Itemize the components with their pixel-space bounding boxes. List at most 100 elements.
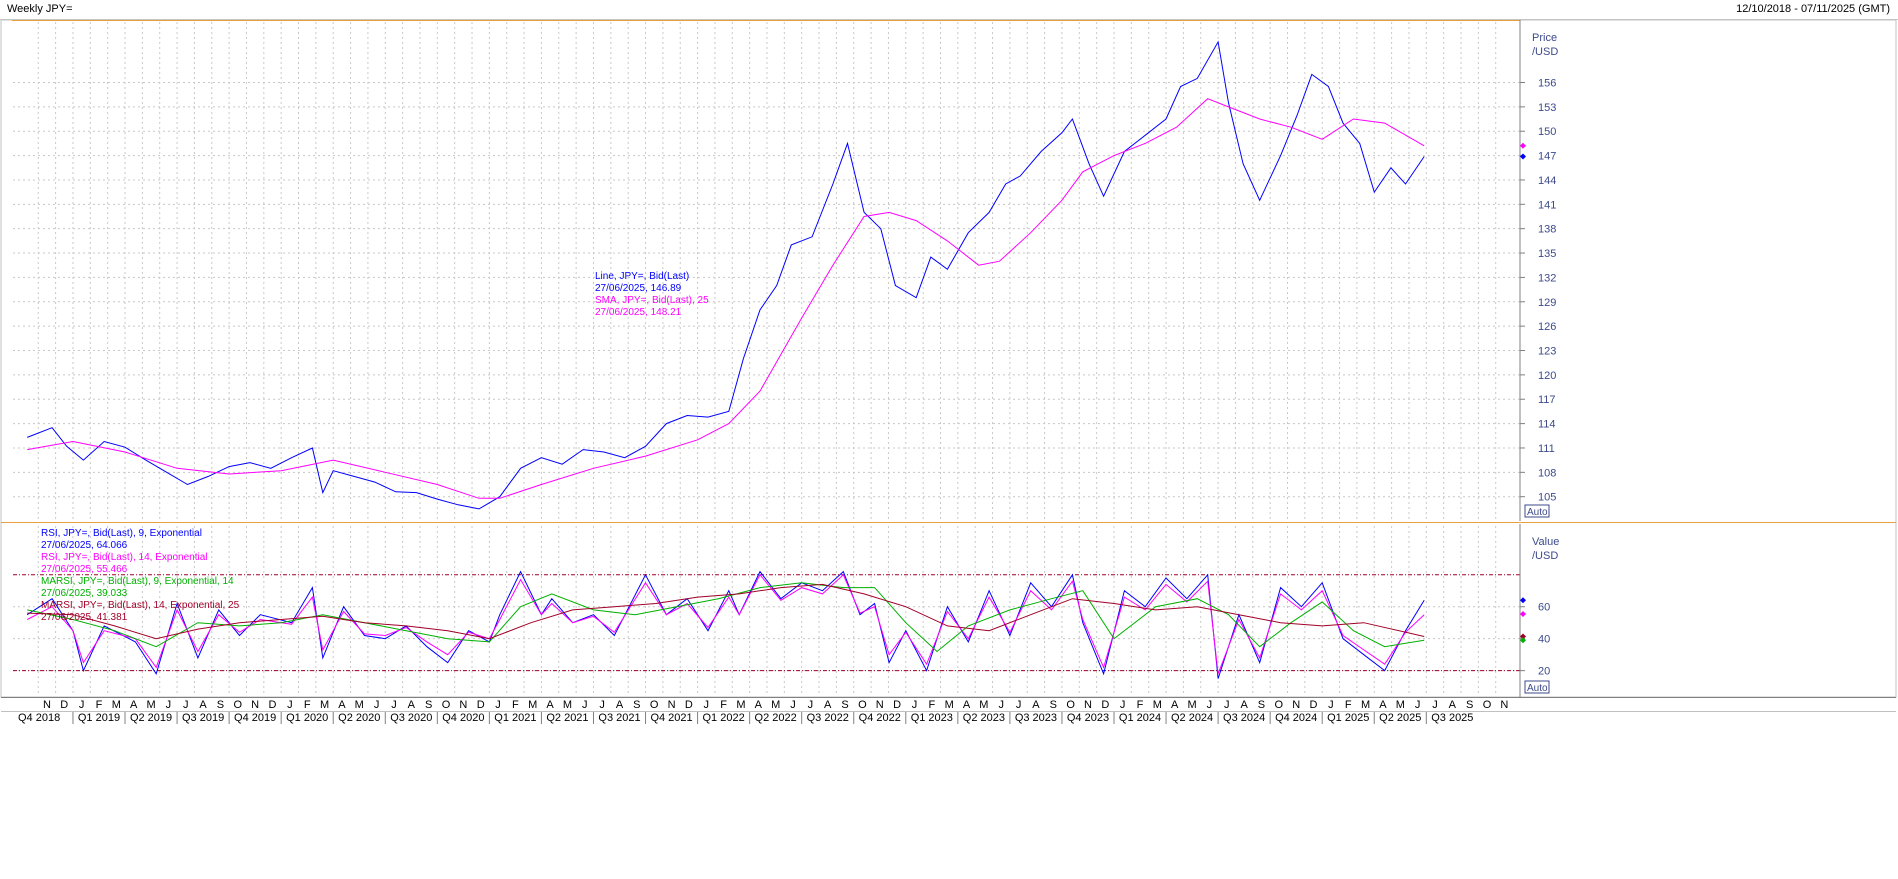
x-month-label: O xyxy=(234,699,243,711)
x-month-label: D xyxy=(60,699,68,711)
x-month-label: A xyxy=(130,699,138,711)
x-quarter-label: Q4 2018 xyxy=(18,712,60,724)
x-quarter-label: Q2 2021 xyxy=(546,712,588,724)
legend-entry: 27/06/2025, 55.466 xyxy=(41,564,128,575)
x-month-label: S xyxy=(633,699,640,711)
x-month-label: A xyxy=(755,699,763,711)
x-quarter-label: Q1 2025 xyxy=(1327,712,1369,724)
x-quarter-label: Q1 2020 xyxy=(286,712,328,724)
x-month-label: M xyxy=(563,699,572,711)
value-marker xyxy=(1520,597,1526,604)
x-month-label: M xyxy=(112,699,121,711)
x-month-label: J xyxy=(287,699,293,711)
x-month-label: N xyxy=(1292,699,1300,711)
x-month-label: N xyxy=(43,699,51,711)
x-month-label: S xyxy=(841,699,848,711)
x-month-label: D xyxy=(893,699,901,711)
x-quarter-label: Q3 2021 xyxy=(598,712,640,724)
x-month-label: M xyxy=(979,699,988,711)
x-month-label: M xyxy=(1187,699,1196,711)
y-tick-label: 126 xyxy=(1538,321,1556,333)
x-month-label: J xyxy=(374,699,380,711)
chart-frame xyxy=(0,19,1897,698)
x-month-label: S xyxy=(217,699,224,711)
x-month-label: O xyxy=(1066,699,1075,711)
y-tick-label: 123 xyxy=(1538,346,1556,358)
legend-entry: RSI, JPY=, Bid(Last), 9, Exponential xyxy=(41,528,202,539)
x-month-label: M xyxy=(1361,699,1370,711)
x-quarter-label: Q4 2020 xyxy=(442,712,484,724)
value-marker xyxy=(1520,637,1526,644)
x-month-label: F xyxy=(1137,699,1144,711)
y-axis-unit: /USD xyxy=(1532,550,1558,562)
legend-entry: 27/06/2025, 148.21 xyxy=(595,307,682,318)
y-tick-label: 117 xyxy=(1538,394,1556,406)
series-line-1-1 xyxy=(26,573,1425,674)
y-tick-label: 114 xyxy=(1538,419,1556,431)
x-month-label: A xyxy=(963,699,971,711)
x-month-label: O xyxy=(650,699,659,711)
x-month-label: A xyxy=(616,699,624,711)
x-quarter-label: Q1 2023 xyxy=(911,712,953,724)
value-marker xyxy=(1520,142,1526,149)
x-month-label: D xyxy=(269,699,277,711)
x-month-label: F xyxy=(928,699,935,711)
x-quarter-label: Q4 2024 xyxy=(1275,712,1317,724)
y-tick-label: 132 xyxy=(1538,272,1556,284)
x-month-label: S xyxy=(425,699,432,711)
y-tick-label: 60 xyxy=(1538,602,1550,614)
x-quarter-label: Q3 2020 xyxy=(390,712,432,724)
legend-entry: 27/06/2025, 64.066 xyxy=(41,540,128,551)
x-month-label: D xyxy=(477,699,485,711)
x-month-label: N xyxy=(459,699,467,711)
x-month-label: F xyxy=(512,699,519,711)
x-month-label: M xyxy=(1396,699,1405,711)
x-month-label: A xyxy=(338,699,346,711)
auto-button xyxy=(1524,680,1550,694)
x-month-label: A xyxy=(1240,699,1248,711)
x-month-label: N xyxy=(1084,699,1092,711)
x-quarter-label: Q3 2019 xyxy=(182,712,224,724)
y-tick-label: 135 xyxy=(1538,248,1556,260)
y-tick-label: 144 xyxy=(1538,175,1556,187)
x-month-label: J xyxy=(166,699,172,711)
series-line-0-0 xyxy=(27,40,1425,510)
x-quarter-label: Q4 2019 xyxy=(234,712,276,724)
x-month-label: A xyxy=(824,699,832,711)
x-month-label: D xyxy=(1310,699,1318,711)
x-month-label: J xyxy=(1432,699,1438,711)
x-month-label: O xyxy=(858,699,867,711)
x-month-label: A xyxy=(1379,699,1387,711)
y-tick-label: 108 xyxy=(1538,467,1556,479)
x-month-label: A xyxy=(546,699,554,711)
x-month-label: J xyxy=(1224,699,1230,711)
x-month-label: M xyxy=(320,699,329,711)
x-month-label: N xyxy=(1500,699,1508,711)
legend-entry: MARSI, JPY=, Bid(Last), 9, Exponential, … xyxy=(41,576,234,587)
x-quarter-label: Q4 2021 xyxy=(650,712,692,724)
x-month-label: M xyxy=(1153,699,1162,711)
x-month-label: J xyxy=(1328,699,1334,711)
x-quarter-label: Q2 2023 xyxy=(963,712,1005,724)
auto-button-label: Auto xyxy=(1527,683,1548,694)
x-month-label: J xyxy=(582,699,588,711)
x-month-label: J xyxy=(1016,699,1022,711)
x-month-label: S xyxy=(1258,699,1265,711)
x-quarter-label: Q2 2020 xyxy=(338,712,380,724)
x-month-label: J xyxy=(599,699,605,711)
x-month-label: M xyxy=(146,699,155,711)
x-month-label: J xyxy=(704,699,710,711)
legend-entry: 27/06/2025, 146.89 xyxy=(595,283,682,294)
series-line-1-0 xyxy=(26,570,1425,679)
x-month-label: J xyxy=(790,699,796,711)
x-month-label: S xyxy=(1050,699,1057,711)
x-month-label: J xyxy=(79,699,85,711)
x-month-label: A xyxy=(1449,699,1457,711)
x-quarter-label: Q3 2025 xyxy=(1431,712,1473,724)
x-quarter-label: Q1 2024 xyxy=(1119,712,1161,724)
x-month-label: M xyxy=(771,699,780,711)
x-month-label: A xyxy=(1171,699,1179,711)
x-month-label: D xyxy=(1101,699,1109,711)
x-month-label: J xyxy=(1415,699,1421,711)
